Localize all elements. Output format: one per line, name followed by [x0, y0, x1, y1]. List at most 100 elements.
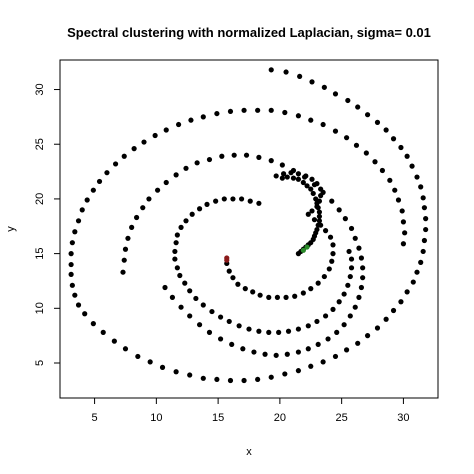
data-point — [320, 359, 326, 365]
data-point — [121, 153, 127, 159]
data-point — [321, 84, 327, 90]
data-point — [72, 229, 78, 235]
data-point — [334, 329, 340, 335]
y-axis: 5 10 15 20 25 30 — [34, 83, 60, 366]
data-point — [182, 280, 188, 286]
data-point — [305, 323, 311, 329]
data-point — [329, 198, 335, 204]
data-point — [154, 187, 161, 193]
data-point — [318, 186, 324, 192]
data-point — [219, 153, 225, 159]
data-point — [318, 193, 324, 199]
data-point — [316, 209, 323, 215]
data-point — [343, 135, 350, 141]
y-axis-label: y — [5, 226, 17, 232]
data-point — [172, 248, 178, 255]
data-point — [358, 255, 365, 261]
data-point — [410, 279, 416, 285]
data-point — [238, 196, 245, 202]
data-point — [178, 224, 184, 230]
data-point — [398, 299, 404, 305]
data-point — [206, 329, 213, 335]
data-point — [75, 218, 82, 224]
data-point — [75, 302, 82, 308]
data-point — [241, 107, 247, 113]
data-point — [314, 181, 320, 187]
data-point — [125, 235, 131, 241]
data-point — [352, 304, 358, 310]
data-point — [200, 114, 206, 120]
data-point — [400, 241, 407, 247]
data-point — [100, 329, 106, 335]
data-point — [276, 329, 282, 335]
data-point — [251, 349, 257, 355]
data-point — [241, 377, 247, 384]
data-point — [266, 294, 272, 300]
data-point — [402, 230, 408, 236]
data-point — [204, 201, 210, 207]
data-point — [217, 314, 224, 320]
data-point — [308, 117, 314, 123]
data-point — [352, 235, 358, 241]
data-point — [284, 174, 290, 180]
data-point — [163, 179, 169, 186]
data-point — [229, 341, 235, 348]
data-point — [348, 225, 355, 232]
data-point — [187, 288, 193, 294]
data-point — [68, 271, 74, 277]
data-point — [96, 178, 103, 185]
data-point — [266, 329, 272, 335]
data-point — [329, 258, 335, 264]
data-point — [421, 237, 428, 244]
data-point — [283, 69, 289, 75]
data-point — [341, 291, 347, 297]
data-point — [315, 280, 321, 286]
x-axis: 5 10 15 20 25 30 — [92, 398, 410, 424]
data-point — [303, 173, 309, 179]
data-point — [255, 376, 261, 383]
x-axis-label: x — [246, 446, 252, 458]
data-point — [224, 255, 230, 261]
data-point — [231, 152, 237, 158]
data-point — [82, 311, 88, 317]
data-point — [104, 170, 110, 176]
data-point — [322, 228, 329, 234]
data-point — [193, 295, 199, 302]
data-point — [316, 218, 323, 224]
data-point — [315, 341, 321, 348]
x-tick-label: 30 — [397, 412, 409, 424]
data-point — [300, 290, 306, 296]
data-point — [295, 176, 302, 182]
data-point — [256, 328, 262, 334]
data-point — [353, 142, 360, 148]
data-point — [398, 144, 404, 151]
data-point — [111, 338, 117, 344]
data-point — [332, 128, 339, 134]
data-point — [363, 150, 369, 156]
data-point — [141, 139, 147, 145]
data-point — [395, 197, 402, 203]
data-point — [209, 308, 215, 315]
data-point — [304, 244, 310, 250]
data-point — [325, 336, 331, 342]
data-point — [348, 256, 355, 262]
data-point — [173, 369, 179, 375]
data-point — [423, 216, 429, 222]
x-tick-label: 25 — [336, 412, 348, 424]
data-point — [217, 336, 224, 342]
y-tick-label: 10 — [34, 302, 46, 314]
data-point — [320, 121, 326, 128]
data-point — [295, 171, 302, 177]
data-point — [279, 162, 285, 168]
data-points — [68, 67, 429, 384]
data-point — [314, 226, 320, 233]
data-point — [268, 67, 274, 73]
data-point — [135, 353, 141, 360]
data-point — [196, 322, 203, 328]
y-tick-label: 15 — [34, 247, 46, 259]
data-point — [420, 248, 426, 255]
data-point — [342, 216, 348, 222]
data-point — [360, 265, 366, 271]
data-point — [364, 112, 371, 118]
data-point — [178, 304, 184, 310]
